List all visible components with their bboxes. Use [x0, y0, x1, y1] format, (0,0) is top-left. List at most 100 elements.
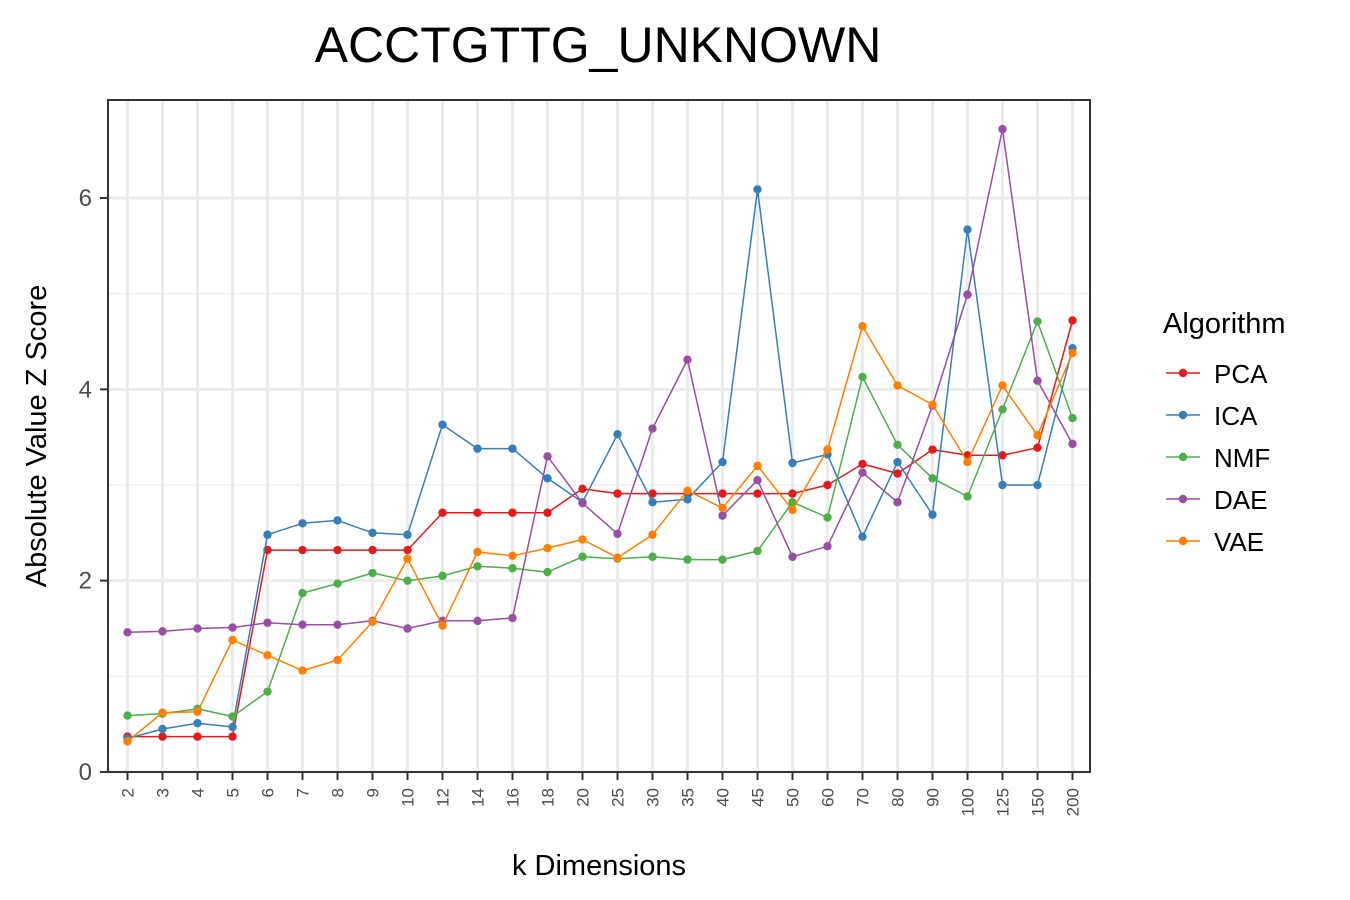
data-point-nmf	[998, 405, 1007, 414]
data-point-dae	[508, 613, 517, 623]
x-tick-label: 14	[469, 788, 488, 807]
data-point-nmf	[438, 571, 447, 581]
data-point-ica	[508, 444, 517, 453]
data-point-vae	[403, 554, 412, 563]
data-point-vae	[333, 655, 342, 665]
legend-label: ICA	[1214, 401, 1258, 431]
x-tick-label: 6	[259, 788, 278, 797]
data-point-dae	[788, 552, 797, 561]
data-series	[123, 124, 1077, 746]
data-point-vae	[858, 321, 867, 331]
data-point-nmf	[753, 546, 762, 556]
data-point-vae	[508, 551, 517, 560]
data-point-vae	[1033, 431, 1042, 440]
data-point-dae	[823, 542, 832, 551]
data-point-pca	[298, 545, 307, 555]
x-tick-label: 80	[889, 788, 908, 807]
x-tick-label: 2	[119, 788, 138, 797]
data-point-ica	[893, 457, 902, 467]
plot-area	[108, 100, 1090, 772]
legend-item-vae: VAE	[1166, 527, 1264, 557]
x-tick-label: 20	[574, 788, 593, 807]
data-point-vae	[473, 547, 482, 557]
data-point-pca	[578, 484, 587, 494]
legend-key-point	[1178, 536, 1188, 546]
x-tick-label: 16	[504, 788, 523, 807]
data-point-nmf	[963, 492, 972, 501]
data-point-dae	[263, 618, 272, 627]
data-point-nmf	[298, 588, 307, 598]
y-axis-label: Absolute Value Z Score	[21, 285, 53, 588]
x-tick-label: 30	[644, 788, 663, 807]
data-point-vae	[963, 457, 972, 467]
data-point-pca	[473, 508, 482, 517]
data-point-ica	[473, 444, 482, 453]
data-point-pca	[823, 480, 832, 490]
data-point-ica	[683, 495, 692, 504]
series-line-nmf	[127, 320, 1074, 718]
data-point-vae	[1068, 348, 1077, 358]
data-point-pca	[1068, 316, 1077, 325]
plot-background	[108, 100, 1090, 772]
data-point-vae	[753, 461, 762, 471]
data-point-pca	[158, 732, 167, 741]
data-point-vae	[438, 621, 447, 630]
data-point-vae	[193, 707, 202, 716]
data-point-ica	[998, 480, 1007, 490]
data-point-dae	[228, 623, 237, 632]
data-point-dae	[298, 620, 307, 629]
legend-label: PCA	[1214, 359, 1268, 389]
x-tick-label: 50	[784, 788, 803, 807]
legend: Algorithm PCA ICA NMF DAE VAE	[1163, 308, 1286, 557]
data-point-ica	[158, 724, 167, 734]
data-point-ica	[753, 185, 762, 194]
data-point-nmf	[648, 552, 657, 561]
legend-title: Algorithm	[1163, 308, 1286, 340]
data-point-pca	[333, 545, 342, 555]
x-tick-label: 70	[854, 788, 873, 807]
data-point-ica	[718, 457, 727, 467]
legend-item-pca: PCA	[1166, 359, 1268, 389]
data-point-ica	[613, 430, 622, 439]
data-point-pca	[508, 508, 517, 517]
data-point-nmf	[823, 513, 832, 522]
data-point-dae	[578, 498, 587, 508]
data-point-pca	[753, 489, 762, 498]
data-point-nmf	[403, 576, 412, 585]
data-point-ica	[403, 530, 412, 539]
data-point-nmf	[578, 552, 587, 561]
data-point-dae	[963, 290, 972, 299]
data-point-nmf	[333, 579, 342, 588]
data-point-ica	[1033, 480, 1042, 490]
legend-item-dae: DAE	[1166, 485, 1267, 515]
data-point-ica	[928, 510, 937, 519]
data-point-dae	[543, 452, 552, 461]
data-point-nmf	[1033, 317, 1042, 326]
data-point-nmf	[368, 568, 377, 578]
legend-label: NMF	[1214, 443, 1270, 473]
data-point-dae	[718, 511, 727, 520]
x-tick-label: 12	[434, 788, 453, 807]
series-line-ica	[127, 188, 1074, 740]
data-point-ica	[298, 519, 307, 528]
data-point-vae	[158, 708, 167, 717]
data-point-dae	[648, 424, 657, 433]
series-ica	[123, 185, 1077, 743]
data-point-vae	[368, 617, 377, 627]
data-point-vae	[123, 737, 132, 746]
data-point-pca	[858, 459, 867, 469]
data-point-ica	[333, 516, 342, 525]
data-point-pca	[193, 732, 202, 741]
data-point-pca	[228, 732, 237, 741]
data-point-pca	[788, 489, 797, 498]
series-line-dae	[127, 128, 1074, 634]
data-point-pca	[928, 445, 937, 454]
data-point-vae	[928, 400, 937, 409]
data-point-vae	[718, 503, 727, 513]
data-point-ica	[228, 722, 237, 732]
data-point-pca	[893, 469, 902, 478]
x-tick-label: 40	[714, 788, 733, 807]
data-point-nmf	[508, 564, 517, 573]
data-point-ica	[263, 530, 272, 539]
